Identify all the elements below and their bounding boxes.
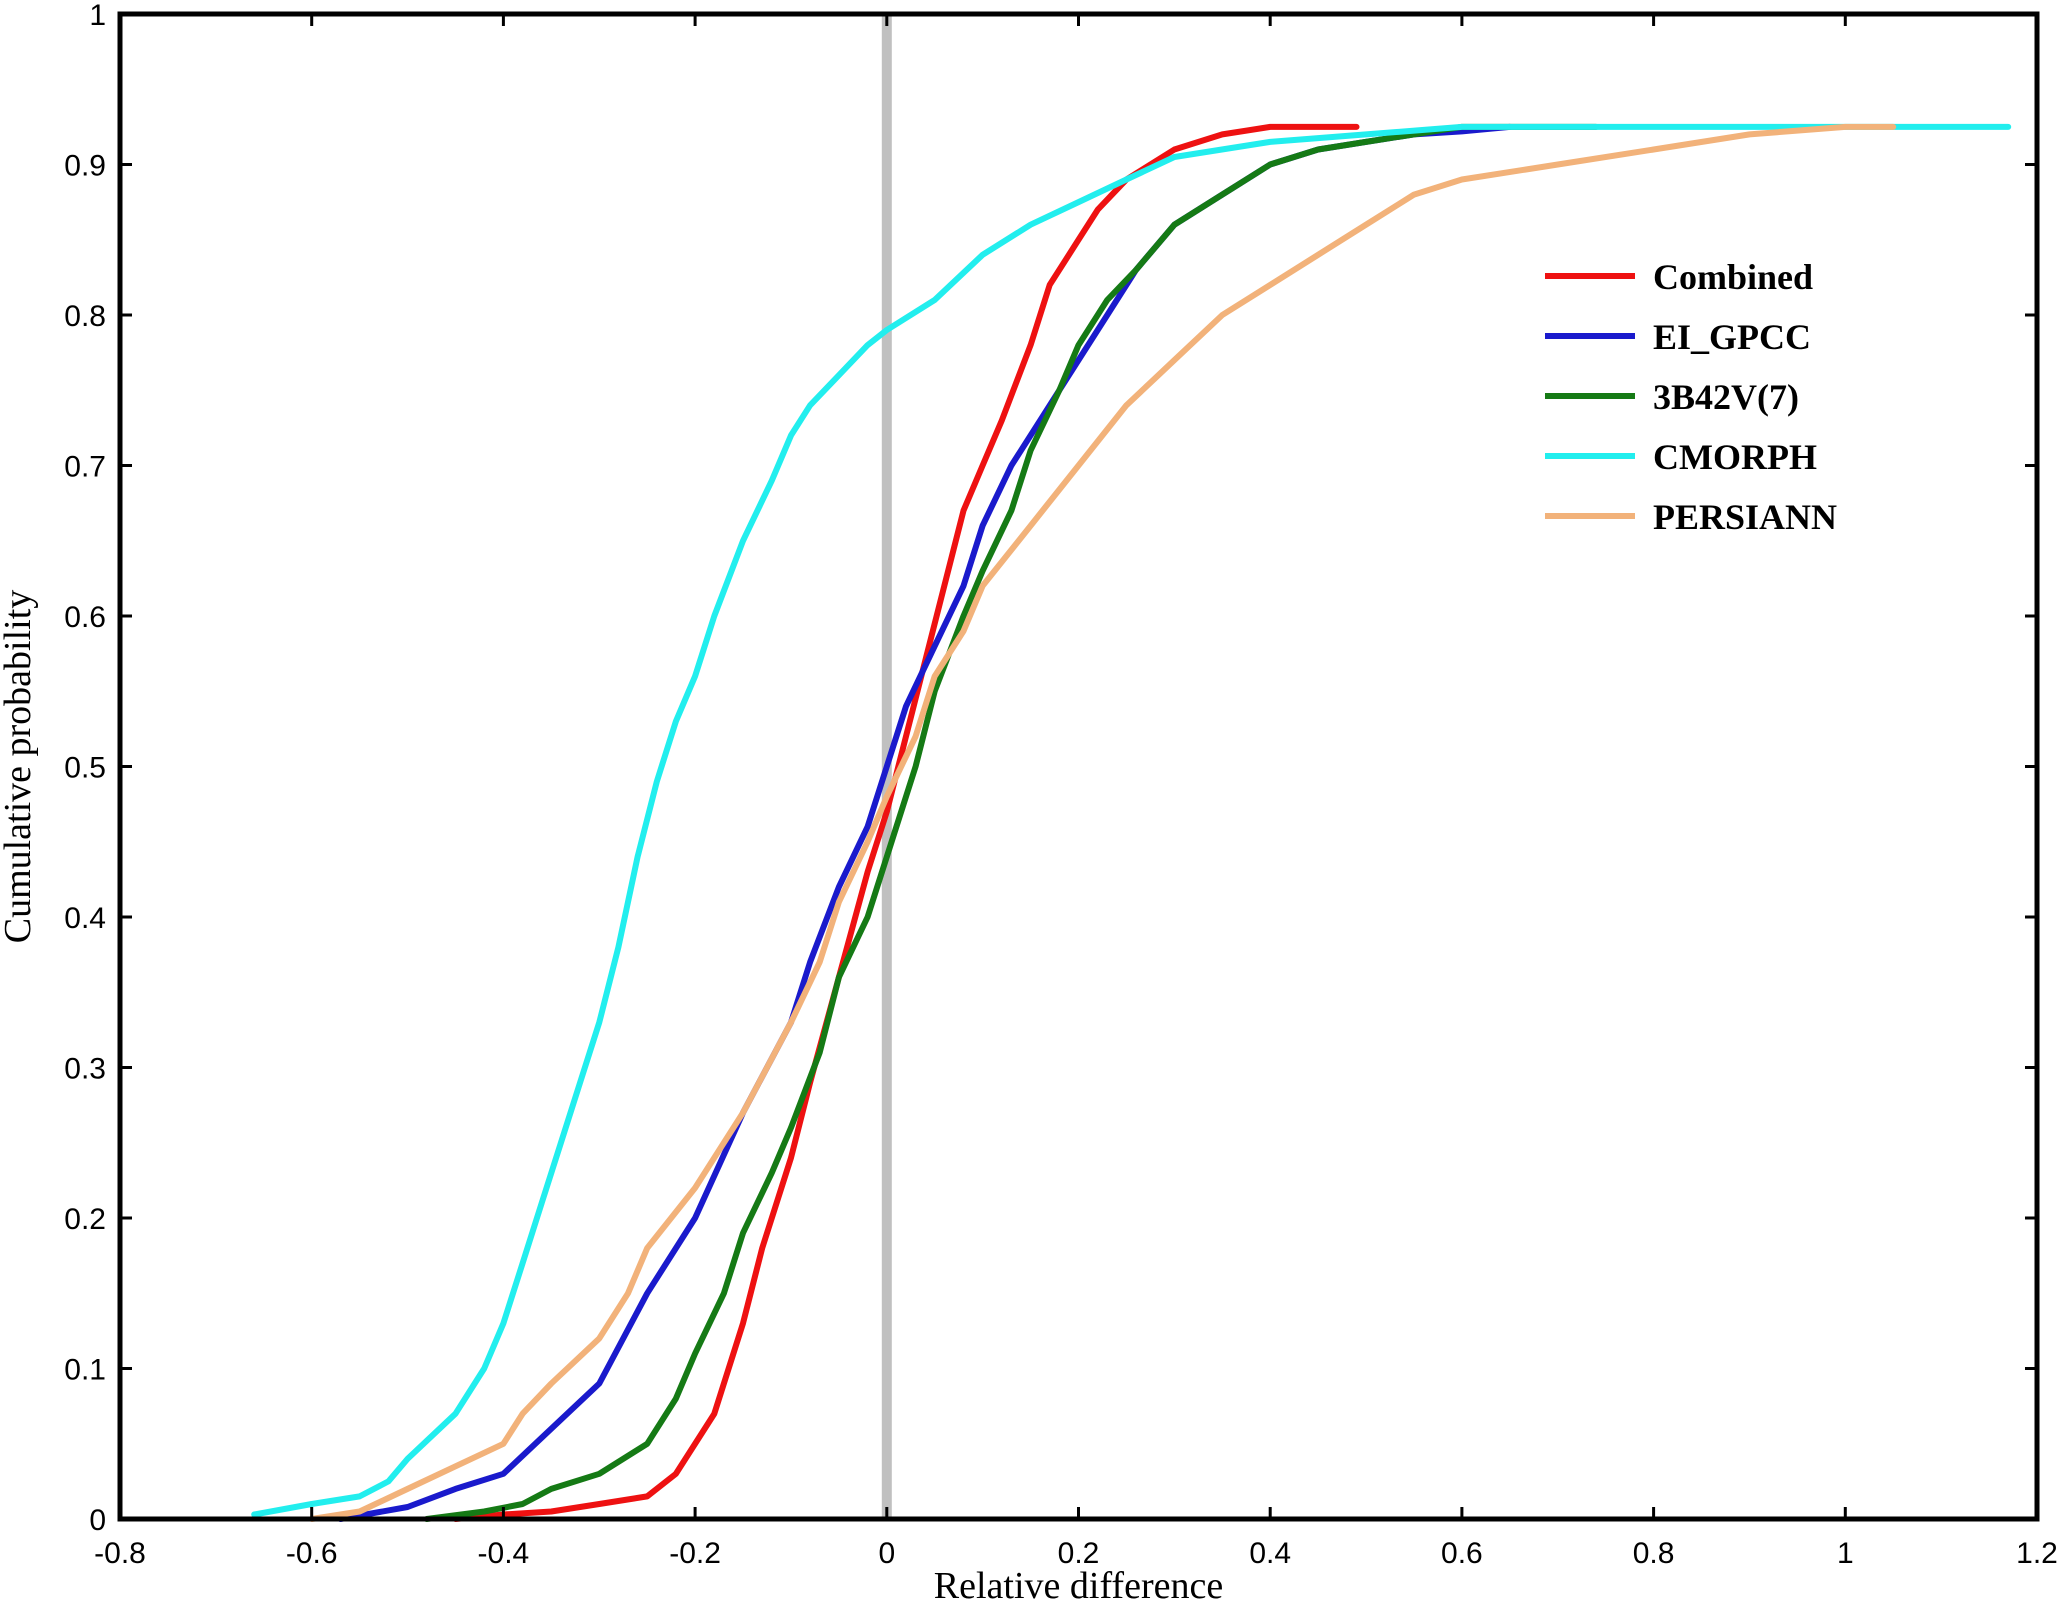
x-tick-label: -0.2 [669, 1537, 721, 1570]
x-tick-label: 0.2 [1058, 1537, 1100, 1570]
x-axis-title: Relative difference [934, 1565, 1223, 1607]
y-tick-label: 0.5 [64, 752, 106, 785]
y-tick-label: 0.4 [64, 902, 106, 935]
y-tick-label: 0.1 [64, 1354, 106, 1387]
x-axis: -0.8 -0.6 -0.4 -0.2 0 0.2 0.4 0.6 0.8 1 1.2 [94, 14, 2058, 1570]
x-tick-label: -0.8 [94, 1537, 146, 1570]
series-line-3b42v-7 [423, 123, 1600, 1522]
legend-label: PERSIANN [1653, 497, 1837, 537]
x-tick-label: -0.6 [286, 1537, 338, 1570]
x-tick-label: 0 [878, 1537, 895, 1570]
legend: Combined EI_GPCC 3B42V(7) CMORPH PERSIANN [1545, 257, 1837, 537]
series-layer [251, 123, 2012, 1522]
x-tick-label: -0.4 [478, 1537, 530, 1570]
legend-label: 3B42V(7) [1653, 377, 1799, 417]
y-tick-label: 0.9 [64, 150, 106, 183]
legend-label: Combined [1653, 257, 1813, 297]
series-line-cmorph [251, 123, 2012, 1518]
y-tick-label: 0.7 [64, 451, 106, 484]
y-tick-label: 1 [89, 0, 106, 32]
y-tick-label: 0.2 [64, 1203, 106, 1236]
legend-label: EI_GPCC [1653, 317, 1811, 357]
legend-label: CMORPH [1653, 437, 1817, 477]
x-tick-label: 1.2 [2016, 1537, 2058, 1570]
y-axis-title: Cumulative probability [0, 590, 39, 944]
series-line-persiann [308, 123, 1897, 1522]
x-tick-label: 0.8 [1633, 1537, 1675, 1570]
y-tick-label: 0 [89, 1504, 106, 1537]
y-tick-label: 0.8 [64, 300, 106, 333]
y-tick-label: 0.3 [64, 1053, 106, 1086]
x-tick-label: 0.6 [1441, 1537, 1483, 1570]
y-axis: 0 0.1 0.2 0.3 0.4 0.5 0.6 0.7 0.8 0.9 1 [64, 0, 2037, 1537]
y-tick-label: 0.6 [64, 601, 106, 634]
x-tick-label: 0.4 [1249, 1537, 1291, 1570]
x-tick-label: 1 [1837, 1537, 1854, 1570]
